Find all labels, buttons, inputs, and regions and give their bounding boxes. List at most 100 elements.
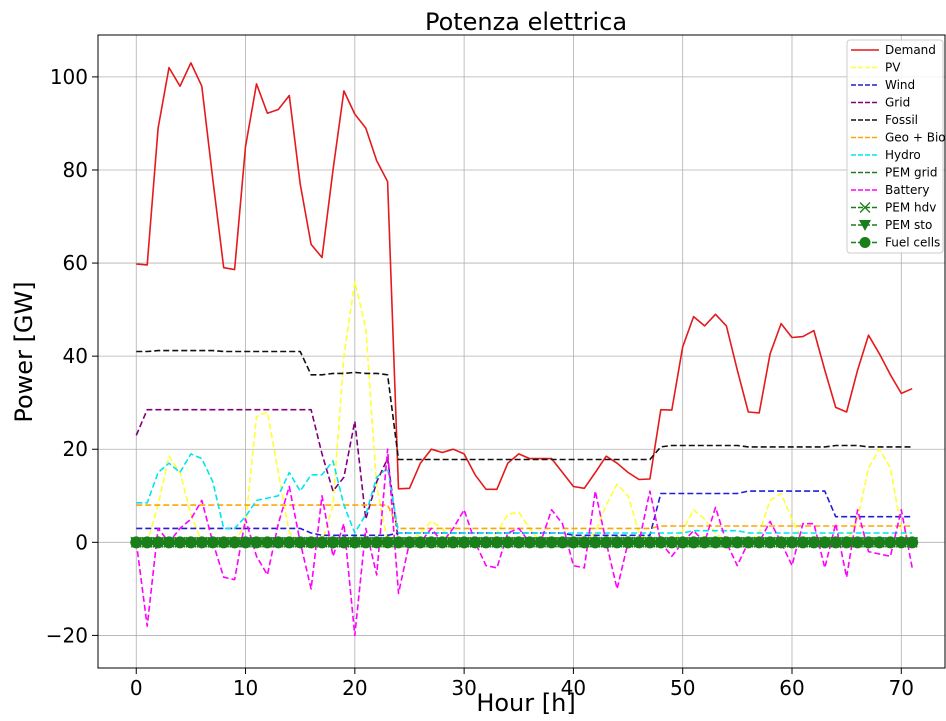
data-point: [709, 536, 722, 549]
data-point: [141, 536, 154, 549]
data-point: [567, 536, 580, 549]
legend-label: Battery: [885, 183, 929, 197]
data-point: [184, 536, 197, 549]
data-point: [742, 536, 755, 549]
data-point: [217, 536, 230, 549]
legend-label: Geo + Bio: [885, 131, 946, 145]
legend-label: Wind: [885, 78, 915, 92]
y-tick-label: 80: [63, 158, 88, 182]
data-point: [272, 536, 285, 549]
legend-label: Hydro: [885, 148, 921, 162]
data-point: [501, 536, 514, 549]
data-point: [348, 536, 361, 549]
legend-marker: [859, 237, 871, 248]
series-line-demand: [136, 62, 913, 491]
data-point: [523, 536, 536, 549]
data-point: [381, 536, 394, 549]
legend-marker: [859, 202, 871, 213]
data-point: [326, 536, 339, 549]
series-line-geo-bio: [136, 504, 913, 530]
legend-entry-pem-grid: PEM grid: [851, 166, 938, 180]
data-point: [643, 536, 656, 549]
data-point: [862, 536, 875, 549]
y-tick-label: 0: [75, 530, 88, 554]
legend-label: Fossil: [885, 113, 918, 127]
data-point: [534, 536, 547, 549]
data-point: [370, 536, 383, 549]
series-grid: [135, 408, 913, 544]
data-point: [239, 536, 252, 549]
data-point: [884, 536, 897, 549]
data-point: [665, 536, 678, 549]
chart-title: Potenza elettrica: [425, 8, 627, 36]
series-pv: [136, 280, 913, 544]
legend-entry-wind: Wind: [851, 78, 915, 92]
legend-box: [846, 39, 944, 254]
data-point: [578, 536, 591, 549]
y-tick-label: 40: [63, 344, 88, 368]
legend-label: PEM grid: [885, 166, 938, 180]
data-point: [479, 536, 492, 549]
legend-marker: [859, 220, 871, 231]
legend-entry-pem-hdv: PEM hdv: [851, 201, 936, 215]
data-point: [173, 536, 186, 549]
data-point: [294, 536, 307, 549]
data-point: [545, 536, 558, 549]
data-point: [720, 536, 733, 549]
data-point: [206, 536, 219, 549]
x-axis-label: Hour [h]: [476, 689, 575, 717]
data-point: [447, 536, 460, 549]
series-geo-bio: [136, 504, 913, 530]
data-point: [458, 536, 471, 549]
data-point: [895, 536, 908, 549]
data-point: [851, 536, 864, 549]
x-tick-label: 40: [561, 676, 586, 700]
data-point: [414, 536, 427, 549]
series-fossil: [136, 349, 913, 461]
data-point: [775, 536, 788, 549]
data-point: [316, 536, 329, 549]
legend: Demand PV Wind Grid Fossil Geo + Bio Hydro PEM …: [846, 39, 946, 254]
data-point: [305, 536, 318, 549]
data-point: [556, 536, 569, 549]
x-tick-label: 0: [130, 676, 143, 700]
series-line-hydro: [136, 453, 913, 534]
legend-label: PEM hdv: [885, 201, 936, 215]
data-point: [764, 536, 777, 549]
data-point: [261, 536, 274, 549]
series-line-fossil: [136, 349, 913, 461]
data-point: [195, 536, 208, 549]
series-line-wind: [136, 490, 913, 537]
data-point: [873, 536, 886, 549]
data-point: [403, 536, 416, 549]
y-tick-label: 100: [50, 65, 88, 89]
legend-label: Demand: [885, 43, 936, 57]
legend-entry-fuel-cells: Fuel cells: [851, 236, 940, 250]
x-tick-label: 50: [670, 676, 695, 700]
x-tick-label: 70: [889, 676, 914, 700]
data-point: [611, 536, 624, 549]
data-point: [163, 536, 176, 549]
data-point: [654, 536, 667, 549]
data-point: [589, 536, 602, 549]
y-tick-label: −20: [46, 623, 88, 647]
series-hydro: [136, 453, 913, 534]
data-point: [622, 536, 635, 549]
data-point: [152, 536, 165, 549]
data-point: [785, 536, 798, 549]
data-point: [829, 536, 842, 549]
data-point: [687, 536, 700, 549]
x-tick-label: 30: [451, 676, 476, 700]
legend-entry-grid: Grid: [851, 96, 910, 110]
legend-entry-fossil: Fossil: [851, 113, 918, 127]
data-point: [600, 536, 613, 549]
data-point: [906, 536, 919, 549]
plot-frame: [97, 34, 946, 669]
legend-label: Fuel cells: [885, 236, 940, 250]
x-tick-label: 60: [779, 676, 804, 700]
series-layer: [130, 62, 919, 637]
data-point: [512, 536, 525, 549]
series-demand: [136, 62, 913, 491]
data-point: [818, 536, 831, 549]
